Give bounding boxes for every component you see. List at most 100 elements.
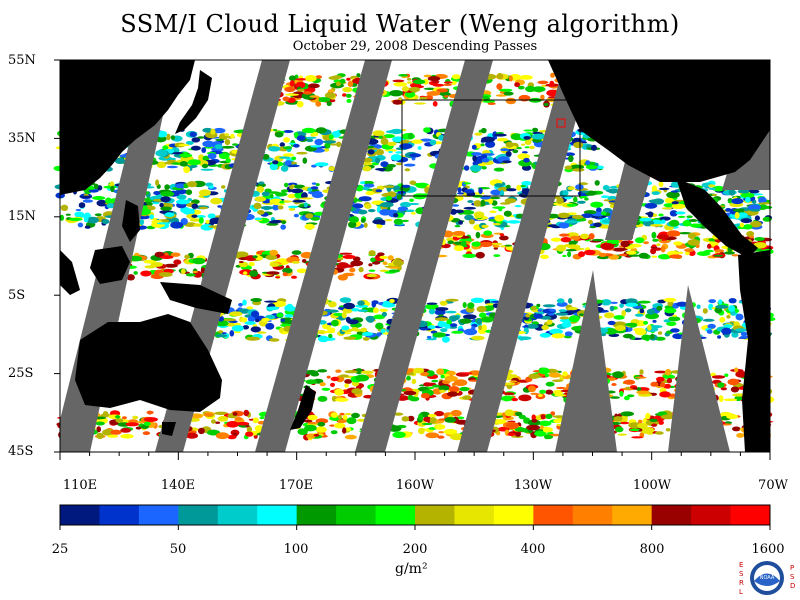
cloud-patch	[284, 93, 299, 96]
cloud-patch	[190, 145, 201, 151]
cloud-patch	[407, 203, 420, 205]
cloud-patch	[669, 254, 683, 259]
cloud-patch	[525, 324, 539, 329]
cloud-patch	[707, 323, 716, 329]
cloud-patch	[229, 311, 243, 317]
cloud-patch	[252, 255, 258, 259]
cloud-patch	[220, 145, 235, 149]
cloud-patch	[735, 328, 748, 332]
cloud-patch	[596, 207, 602, 213]
cloud-patch	[702, 318, 715, 322]
colorbar-swatch	[572, 505, 613, 525]
cloud-patch	[427, 325, 436, 330]
cloud-patch	[198, 189, 211, 196]
cloud-patch	[368, 269, 376, 272]
cloud-patch	[663, 297, 677, 303]
cloud-patch	[196, 215, 206, 218]
cloud-patch	[305, 75, 317, 82]
cloud-patch	[481, 224, 489, 228]
cloud-patch	[540, 254, 549, 259]
cloud-patch	[420, 372, 430, 377]
cloud-patch	[388, 269, 400, 273]
cloud-patch	[664, 368, 672, 376]
cloud-patch	[330, 143, 338, 146]
cloud-patch	[577, 200, 586, 204]
cloud-patch	[749, 235, 754, 239]
cloud-patch	[423, 127, 431, 133]
cloud-patch	[277, 205, 284, 210]
cloud-patch	[350, 260, 364, 267]
logo-letter-s2: S	[790, 573, 795, 581]
cloud-patch	[732, 426, 741, 432]
cloud-patch	[530, 392, 539, 395]
cloud-patch	[417, 146, 422, 150]
logo-letter-r: R	[739, 579, 744, 587]
cloud-patch	[531, 86, 546, 93]
cloud-patch	[306, 433, 316, 439]
cloud-patch	[585, 165, 598, 170]
cloud-patch	[629, 428, 640, 432]
cloud-patch	[309, 95, 320, 98]
cloud-patch	[323, 330, 336, 334]
cloud-patch	[360, 218, 366, 223]
cloud-patch	[472, 155, 477, 162]
cloud-patch	[397, 206, 409, 212]
cloud-patch	[614, 426, 624, 433]
cloud-patch	[439, 389, 446, 393]
cloud-patch	[591, 144, 597, 151]
cloud-patch	[377, 252, 385, 256]
cloud-patch	[265, 254, 278, 260]
cloud-patch	[305, 379, 317, 385]
cloud-patch	[135, 426, 142, 430]
cloud-patch	[341, 311, 347, 319]
cloud-patch	[160, 255, 174, 259]
cloud-patch	[266, 306, 280, 311]
cloud-patch	[426, 91, 441, 96]
cloud-patch	[687, 239, 700, 246]
land-japan	[175, 70, 212, 134]
cloud-patch	[739, 222, 745, 228]
cloud-patch	[540, 94, 545, 101]
cloud-patch	[728, 298, 737, 304]
cloud-patch	[306, 138, 314, 143]
cloud-patch	[432, 332, 446, 338]
cloud-patch	[575, 184, 584, 190]
cloud-patch	[152, 202, 160, 205]
cloud-patch	[311, 192, 324, 199]
cloud-patch	[327, 89, 335, 93]
land-asia	[60, 60, 195, 195]
cloud-patch	[215, 421, 221, 424]
cloud-patch	[352, 329, 364, 332]
cloud-patch	[176, 199, 190, 205]
cloud-patch	[667, 300, 674, 307]
cloud-patch	[562, 254, 567, 258]
cloud-patch	[291, 250, 302, 255]
cloud-patch	[269, 193, 274, 199]
cloud-patch	[302, 259, 307, 263]
cloud-patch	[652, 238, 659, 242]
cloud-patch	[711, 375, 726, 379]
cloud-patch	[210, 197, 223, 205]
cloud-patch	[407, 81, 412, 84]
colorbar-swatch	[651, 505, 692, 525]
cloud-patch	[510, 133, 523, 141]
cloud-patch	[60, 204, 69, 211]
cloud-patch	[493, 167, 505, 172]
cloud-patch	[187, 159, 201, 166]
cloud-patch	[411, 378, 417, 384]
region-box	[401, 99, 581, 197]
cloud-patch	[242, 325, 250, 330]
cloud-patch	[728, 305, 736, 312]
cloud-patch	[481, 166, 487, 170]
cloud-patch	[409, 198, 414, 202]
cloud-patch	[637, 423, 648, 429]
cloud-patch	[489, 196, 501, 200]
cloud-patch	[305, 213, 314, 219]
cloud-patch	[531, 133, 546, 140]
cloud-patch	[382, 185, 396, 189]
swath-gap-8	[555, 270, 617, 452]
cloud-patch	[413, 102, 427, 105]
cloud-patch	[317, 421, 326, 427]
cloud-patch	[740, 192, 755, 199]
land-borneo	[90, 246, 130, 284]
